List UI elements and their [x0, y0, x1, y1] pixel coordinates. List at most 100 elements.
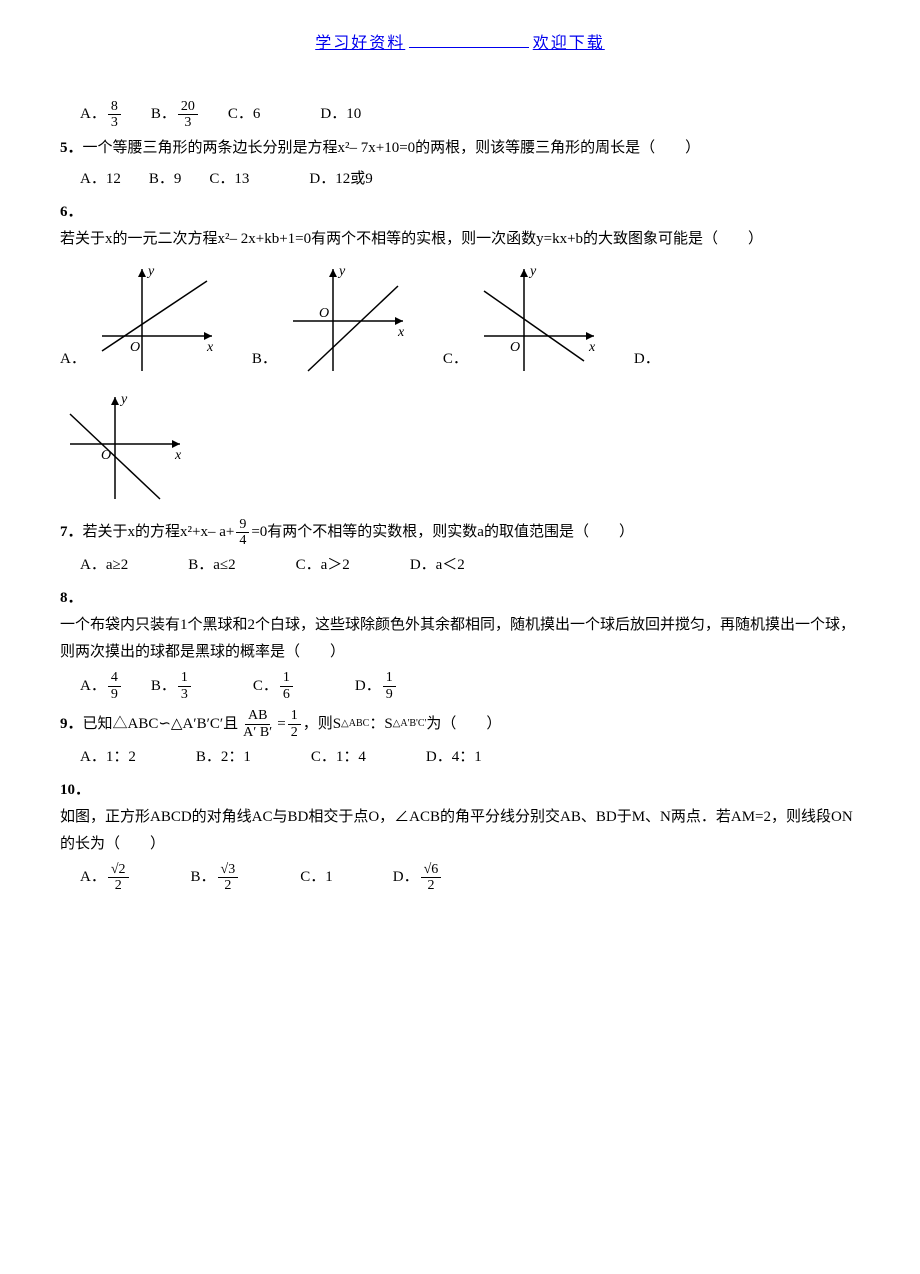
q5-optA: A．12	[80, 166, 121, 193]
frac: 1 3	[178, 670, 191, 702]
opt-label: D．	[393, 864, 419, 891]
frac-den: 2	[112, 878, 125, 893]
header-gap	[409, 47, 529, 48]
q9-colon: ：S	[369, 711, 392, 738]
q4-optD: D． 10	[320, 101, 361, 128]
q9: 9． 已知△ABC∽△A′B′C′且 AB A′ B′ = 1 2 ，则S △A…	[60, 708, 860, 771]
frac-num: 4	[108, 670, 121, 686]
svg-text:y: y	[146, 264, 155, 279]
q7-optB: B．a≤2	[188, 552, 235, 579]
frac-den: 2	[288, 725, 301, 740]
header-right: 欢迎下载	[533, 35, 605, 52]
q9-frac1: AB A′ B′	[240, 708, 275, 740]
q9-text-after: ，则S	[303, 711, 341, 738]
opt-label: A．	[80, 673, 106, 700]
frac-den: 6	[280, 687, 293, 702]
frac: √3 2	[218, 862, 239, 894]
q5-text: 一个等腰三角形的两条边长分别是方程x²– 7x+10=0的两根，则该等腰三角形的…	[83, 135, 701, 162]
q6-num: 6．	[60, 199, 860, 226]
q6-text: 若关于x的一元二次方程x²– 2x+kb+1=0有两个不相等的实根，则一次函数y…	[60, 226, 860, 253]
q9-sub1: △ABC	[341, 715, 369, 733]
header-left: 学习好资料	[315, 35, 405, 52]
q6-labelA: A．	[60, 346, 86, 373]
q4-optD-val: 10	[346, 101, 361, 128]
q9-optC: C．1：4	[311, 744, 366, 771]
frac-den: 3	[181, 115, 194, 130]
q6-labelD: D．	[634, 346, 660, 373]
q9-optD: D．4：1	[426, 744, 482, 771]
q6-graphs-row1: A． y x O B． y x O	[60, 261, 860, 381]
q9-optA: A．1：2	[80, 744, 136, 771]
opt-label: C．	[300, 864, 325, 891]
svg-text:O: O	[510, 340, 520, 355]
frac-den: 4	[236, 533, 249, 548]
frac: 1 9	[383, 670, 396, 702]
opt-val: 1	[325, 864, 333, 891]
svg-text:x: x	[588, 340, 596, 355]
q8-optB: B． 1 3	[151, 670, 193, 702]
q4-optB-frac: 20 3	[178, 99, 198, 131]
svg-text:y: y	[528, 264, 537, 279]
q8-optD: D． 1 9	[355, 670, 398, 702]
opt-label: C．	[253, 673, 278, 700]
q4-optA: A． 8 3	[80, 99, 123, 131]
sqrt-val: 2	[119, 862, 126, 877]
q7-frac: 9 4	[236, 517, 249, 549]
q7-text-line: 7． 若关于x的方程x²+x– a+ 9 4 =0有两个不相等的实数根，则实数a…	[60, 517, 860, 549]
q4-optB: B． 20 3	[151, 99, 200, 131]
q10-options: A． √2 2 B． √3 2 C． 1 D． √6 2	[60, 862, 860, 894]
q10-optB: B． √3 2	[191, 862, 241, 894]
q8: 8． 一个布袋内只装有1个黑球和2个白球，这些球除颜色外其余都相同，随机摸出一个…	[60, 585, 860, 702]
q7-optA: A．a≥2	[80, 552, 128, 579]
q4-optC: C． 6	[228, 101, 261, 128]
q6-labelC: C．	[443, 346, 468, 373]
frac-den: 3	[178, 687, 191, 702]
frac-den: 9	[108, 687, 121, 702]
sqrt-val: 3	[228, 862, 235, 877]
frac-num: 20	[178, 99, 198, 115]
svg-text:O: O	[130, 340, 140, 355]
frac-num: 1	[383, 670, 396, 686]
frac-den: A′ B′	[240, 725, 275, 740]
frac-num: √6	[421, 862, 442, 878]
frac: 1 6	[280, 670, 293, 702]
q4-optC-label: C．	[228, 101, 253, 128]
q10-optC: C． 1	[300, 864, 333, 891]
q6-graph-D-label: D．	[634, 346, 666, 381]
graph-C-svg: y x O	[474, 261, 604, 381]
q6-graph-C: C． y x O	[443, 261, 604, 381]
q9-optB: B．2：1	[196, 744, 251, 771]
frac-num: AB	[245, 708, 270, 724]
frac-num: 1	[178, 670, 191, 686]
frac-den: 9	[383, 687, 396, 702]
q9-tail: 为（ ）	[426, 711, 501, 738]
graph-D-svg: y x O	[60, 389, 190, 509]
q7-optD: D．a＜2	[410, 552, 465, 579]
frac-den: 3	[108, 115, 121, 130]
graph-A-svg: y x O	[92, 261, 222, 381]
q4-optD-label: D．	[320, 101, 346, 128]
frac-num: 1	[288, 708, 301, 724]
q10-num: 10．	[60, 777, 860, 804]
q7-optC: C．a＞2	[296, 552, 350, 579]
frac-num: √2	[108, 862, 129, 878]
q4-optC-val: 6	[253, 101, 261, 128]
frac-den: 2	[424, 878, 437, 893]
q8-optA: A． 4 9	[80, 670, 123, 702]
q6-graph-B: B． y x O	[252, 261, 413, 381]
q6: 6． 若关于x的一元二次方程x²– 2x+kb+1=0有两个不相等的实根，则一次…	[60, 199, 860, 509]
opt-label: A．	[80, 864, 106, 891]
q7-text-before: 若关于x的方程x²+x– a+	[83, 519, 235, 546]
q5-optC: C．13	[209, 166, 249, 193]
q6-graphs-row2: y x O	[60, 389, 860, 509]
q6-graph-A: A． y x O	[60, 261, 222, 381]
frac-den: 2	[221, 878, 234, 893]
frac-num: 9	[236, 517, 249, 533]
svg-text:x: x	[206, 340, 214, 355]
svg-text:O: O	[319, 306, 329, 321]
q10: 10． 如图，正方形ABCD的对角线AC与BD相交于点O，∠ACB的角平分线分别…	[60, 777, 860, 894]
q9-num: 9．	[60, 711, 83, 738]
q5-options: A．12 B．9 C．13 D．12或9	[60, 166, 860, 193]
opt-label: B．	[191, 864, 216, 891]
q7-num: 7．	[60, 519, 83, 546]
